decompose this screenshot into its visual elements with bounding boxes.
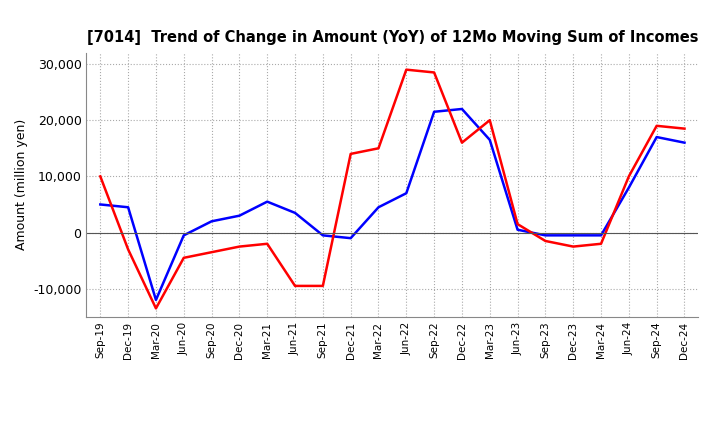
- Ordinary Income: [291, 210, 300, 216]
- Net Income: [96, 174, 104, 179]
- Net Income: [402, 67, 410, 72]
- Ordinary Income: [235, 213, 243, 218]
- Ordinary Income: [346, 235, 355, 241]
- Line: Net Income: Net Income: [100, 70, 685, 308]
- Y-axis label: Amount (million yen): Amount (million yen): [14, 119, 27, 250]
- Ordinary Income: [430, 109, 438, 114]
- Net Income: [346, 151, 355, 157]
- Net Income: [318, 283, 327, 289]
- Ordinary Income: [263, 199, 271, 204]
- Line: Ordinary Income: Ordinary Income: [100, 109, 685, 300]
- Net Income: [652, 123, 661, 128]
- Title: [7014]  Trend of Change in Amount (YoY) of 12Mo Moving Sum of Incomes: [7014] Trend of Change in Amount (YoY) o…: [86, 29, 698, 45]
- Net Income: [207, 249, 216, 255]
- Net Income: [513, 221, 522, 227]
- Ordinary Income: [458, 106, 467, 112]
- Net Income: [430, 70, 438, 75]
- Net Income: [263, 241, 271, 246]
- Ordinary Income: [374, 205, 383, 210]
- Ordinary Income: [124, 205, 132, 210]
- Ordinary Income: [402, 191, 410, 196]
- Ordinary Income: [485, 137, 494, 143]
- Ordinary Income: [597, 233, 606, 238]
- Ordinary Income: [541, 233, 550, 238]
- Net Income: [235, 244, 243, 249]
- Ordinary Income: [152, 297, 161, 303]
- Ordinary Income: [179, 233, 188, 238]
- Net Income: [680, 126, 689, 131]
- Net Income: [152, 306, 161, 311]
- Ordinary Income: [318, 233, 327, 238]
- Net Income: [597, 241, 606, 246]
- Ordinary Income: [96, 202, 104, 207]
- Net Income: [569, 244, 577, 249]
- Ordinary Income: [207, 219, 216, 224]
- Net Income: [179, 255, 188, 260]
- Net Income: [291, 283, 300, 289]
- Net Income: [374, 146, 383, 151]
- Ordinary Income: [680, 140, 689, 145]
- Net Income: [458, 140, 467, 145]
- Net Income: [541, 238, 550, 244]
- Ordinary Income: [652, 134, 661, 139]
- Ordinary Income: [569, 233, 577, 238]
- Net Income: [485, 117, 494, 123]
- Net Income: [124, 247, 132, 252]
- Ordinary Income: [624, 185, 633, 190]
- Net Income: [624, 174, 633, 179]
- Ordinary Income: [513, 227, 522, 232]
